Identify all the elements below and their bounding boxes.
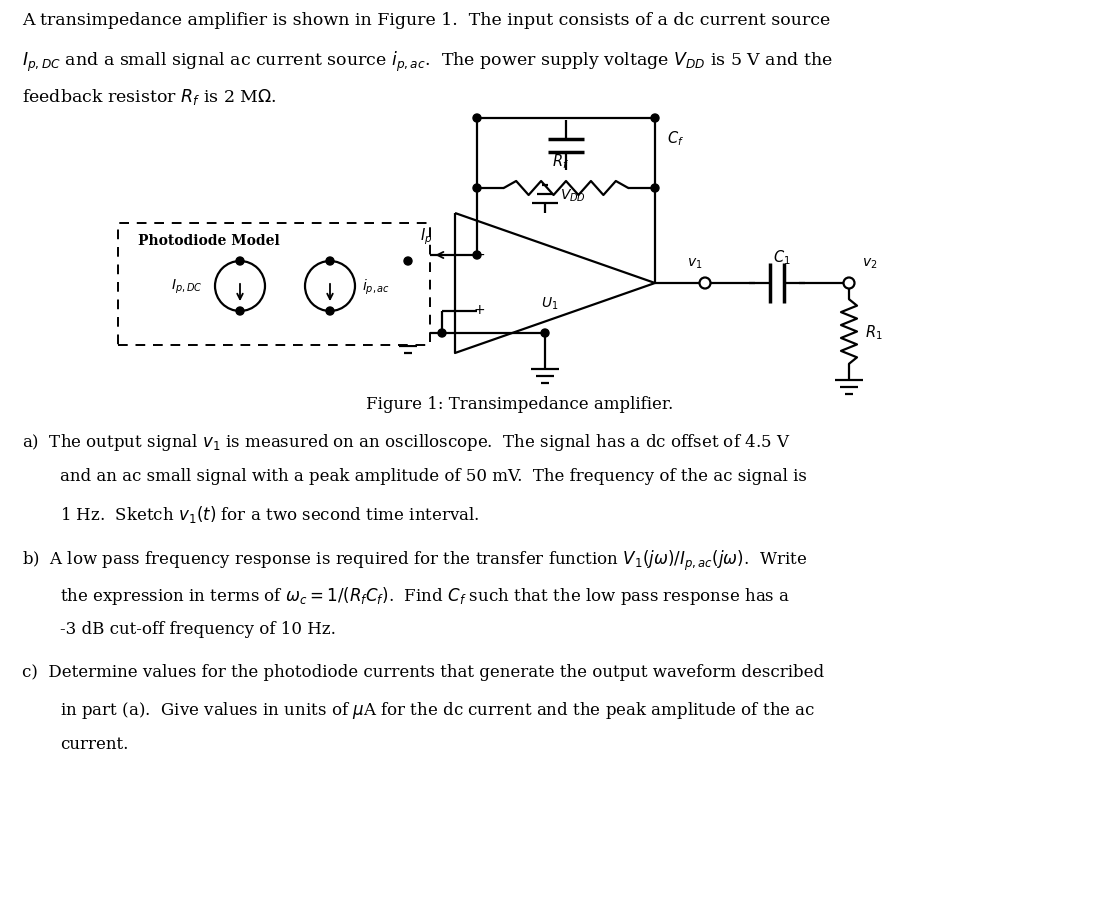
Text: current.: current.	[60, 735, 129, 752]
Text: 1 Hz.  Sketch $v_1(t)$ for a two second time interval.: 1 Hz. Sketch $v_1(t)$ for a two second t…	[60, 504, 479, 525]
Circle shape	[845, 280, 853, 288]
Text: $-$: $-$	[473, 247, 485, 261]
Circle shape	[473, 185, 481, 192]
Text: $+$: $+$	[473, 303, 485, 317]
Circle shape	[651, 185, 659, 192]
Circle shape	[404, 257, 412, 265]
Text: and an ac small signal with a peak amplitude of 50 mV.  The frequency of the ac : and an ac small signal with a peak ampli…	[60, 468, 807, 485]
Text: $I_{p,DC}$: $I_{p,DC}$	[170, 277, 202, 296]
Circle shape	[844, 278, 855, 289]
FancyBboxPatch shape	[118, 224, 430, 346]
Circle shape	[699, 278, 710, 289]
Text: Photodiode Model: Photodiode Model	[138, 234, 280, 247]
Circle shape	[236, 308, 244, 316]
Text: $v_1$: $v_1$	[687, 256, 702, 271]
Text: feedback resistor $R_f$ is 2 M$\Omega$.: feedback resistor $R_f$ is 2 M$\Omega$.	[22, 87, 277, 107]
Text: $R_f$: $R_f$	[553, 152, 569, 171]
Text: $R_1$: $R_1$	[865, 322, 882, 341]
Text: $C_1$: $C_1$	[773, 248, 791, 266]
Text: a)  The output signal $v_1$ is measured on an oscilloscope.  The signal has a dc: a) The output signal $v_1$ is measured o…	[22, 432, 790, 452]
Text: Figure 1: Transimpedance amplifier.: Figure 1: Transimpedance amplifier.	[366, 396, 674, 413]
Text: $i_{p,ac}$: $i_{p,ac}$	[362, 277, 390, 296]
Text: the expression in terms of $\omega_c = 1/(R_f C_f)$.  Find $C_f$ such that the l: the expression in terms of $\omega_c = 1…	[60, 584, 790, 606]
Text: c)  Determine values for the photodiode currents that generate the output wavefo: c) Determine values for the photodiode c…	[22, 664, 824, 680]
Circle shape	[473, 115, 481, 123]
Circle shape	[326, 257, 334, 265]
Circle shape	[326, 308, 334, 316]
Text: $I_p$: $I_p$	[420, 226, 432, 247]
Text: $U_1$: $U_1$	[542, 295, 558, 312]
Text: in part (a).  Give values in units of $\mu$A for the dc current and the peak amp: in part (a). Give values in units of $\m…	[60, 699, 815, 721]
Circle shape	[541, 330, 550, 338]
Text: A transimpedance amplifier is shown in Figure 1.  The input consists of a dc cur: A transimpedance amplifier is shown in F…	[22, 12, 830, 29]
Text: b)  A low pass frequency response is required for the transfer function $V_1(j\o: b) A low pass frequency response is requ…	[22, 548, 807, 573]
Circle shape	[651, 115, 659, 123]
Circle shape	[306, 262, 355, 312]
Text: $I_{p,DC}$ and a small signal ac current source $i_{p,ac}$.  The power supply vo: $I_{p,DC}$ and a small signal ac current…	[22, 50, 833, 74]
Text: -3 dB cut-off frequency of 10 Hz.: -3 dB cut-off frequency of 10 Hz.	[60, 620, 336, 638]
Text: $C_f$: $C_f$	[667, 129, 684, 148]
Text: $V_{DD}$: $V_{DD}$	[560, 188, 586, 204]
Text: $v_2$: $v_2$	[862, 256, 877, 271]
Circle shape	[439, 330, 446, 338]
Circle shape	[473, 252, 481, 260]
Circle shape	[215, 262, 265, 312]
Circle shape	[236, 257, 244, 265]
